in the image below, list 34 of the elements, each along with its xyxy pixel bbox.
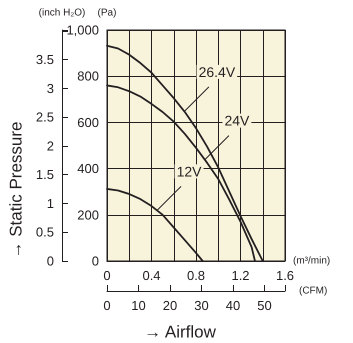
y-tick-label: 1,000 (66, 22, 99, 38)
x2-tick-label: 20 (162, 298, 178, 313)
y2-tick-label: 3.5 (36, 52, 54, 68)
text: → Static Pressure (6, 122, 26, 258)
annotation: 24V (224, 112, 250, 129)
x-tick-label: 0.4 (142, 268, 161, 283)
y2-tick-label: 0 (46, 254, 54, 268)
y2-tick-label: 3 (46, 80, 54, 96)
y-tick-label: 800 (77, 68, 99, 84)
x2-tick-label: 30 (194, 298, 209, 313)
y-tick-label: 0 (92, 254, 99, 268)
x2-tick-label: 10 (131, 298, 146, 313)
annotation: 26.4V (198, 64, 236, 80)
y-axis-title: (Pa) (98, 8, 116, 18)
y2-tick-label: 2.5 (36, 110, 54, 125)
y2-tick-label: 1.5 (36, 167, 54, 182)
y-tick-label: 200 (77, 207, 99, 222)
x2-axis-title: (CFM) (299, 286, 328, 296)
x2-tick-label: 0 (103, 298, 111, 313)
annotation: 12V (176, 163, 202, 180)
x-tick-label: 1.2 (231, 268, 250, 283)
y-tick-label: 400 (77, 161, 99, 176)
y2-axis-title: (inch H₂O) (38, 8, 86, 18)
x-tick-label: 0 (103, 268, 111, 283)
y2-tick-label: 2 (46, 138, 54, 154)
text: → Airflow (144, 322, 217, 342)
y2-tick-label: 0.5 (36, 224, 54, 240)
x2-tick-label: 50 (257, 298, 272, 313)
x-axis-title: (m³/min) (293, 256, 330, 266)
y2-tick-label: 1 (46, 196, 54, 211)
x2-tick-label: 40 (226, 298, 240, 313)
y-tick-label: 600 (77, 114, 99, 130)
x-tick-label: 0.8 (186, 268, 206, 283)
x-tick-label: 1.6 (276, 268, 294, 283)
